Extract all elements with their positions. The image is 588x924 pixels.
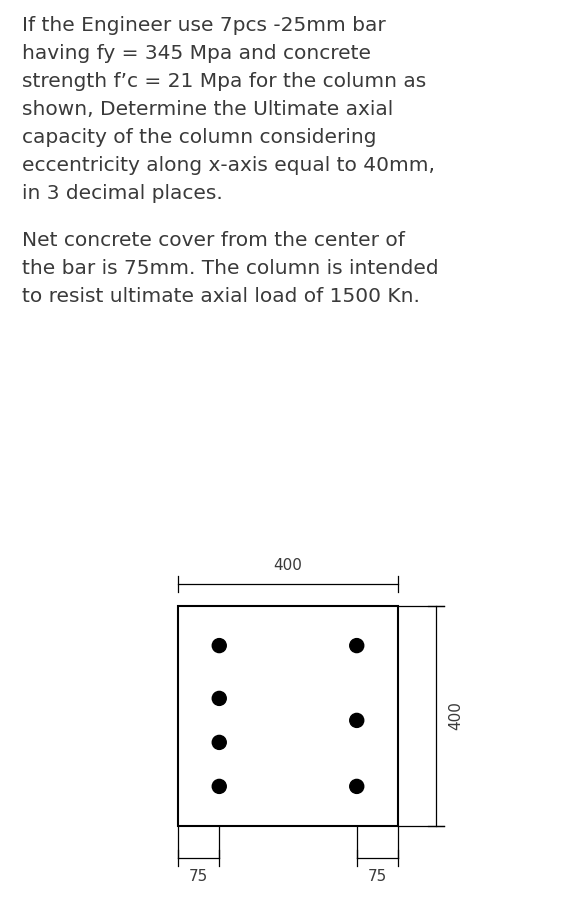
- Circle shape: [350, 780, 364, 794]
- Circle shape: [350, 713, 364, 727]
- Circle shape: [212, 691, 226, 705]
- Circle shape: [350, 638, 364, 652]
- Circle shape: [212, 780, 226, 794]
- Circle shape: [212, 736, 226, 749]
- Text: 75: 75: [368, 869, 387, 884]
- Text: 75: 75: [189, 869, 208, 884]
- Bar: [178, 606, 398, 826]
- Text: 400: 400: [448, 701, 463, 731]
- Text: If the Engineer use 7pcs -25mm bar
having fy = 345 Mpa and concrete
strength f’c: If the Engineer use 7pcs -25mm bar havin…: [22, 16, 435, 203]
- Text: 400: 400: [273, 558, 302, 573]
- Circle shape: [212, 638, 226, 652]
- Text: Net concrete cover from the center of
the bar is 75mm. The column is intended
to: Net concrete cover from the center of th…: [22, 231, 439, 306]
